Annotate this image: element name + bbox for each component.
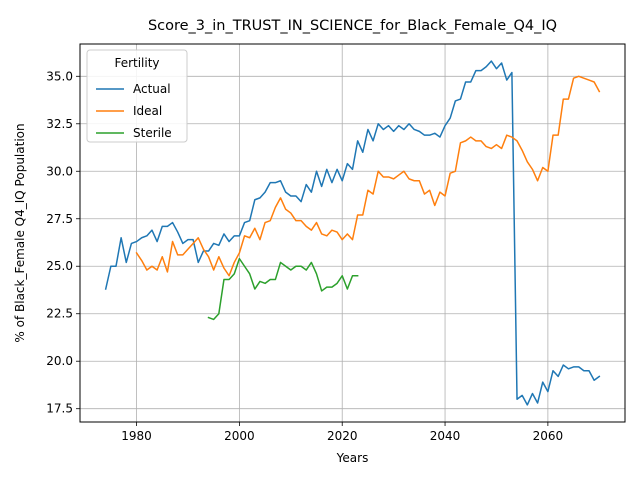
y-tick-label: 17.5 [46,402,73,416]
series-lines [104,60,601,406]
plot-frame [79,43,626,423]
y-tick-label: 22.5 [46,307,73,321]
legend-title: Fertility [114,56,159,70]
legend: Fertility Actual Ideal Sterile [86,49,188,143]
x-tick-label: 2020 [327,429,358,443]
series-line-sterile [207,257,359,321]
series-line-ideal [135,75,601,277]
series-line-actual [104,60,601,406]
legend-label-sterile: Sterile [133,126,172,140]
y-tick-label: 30.0 [46,164,73,178]
y-tick-label: 35.0 [46,69,73,83]
legend-label-actual: Actual [133,82,171,96]
x-axis-title: Years [336,451,369,465]
chart-title: Score_3_in_TRUST_IN_SCIENCE_for_Black_Fe… [148,18,557,34]
y-tick-label: 20.0 [46,354,73,368]
y-tick-label: 27.5 [46,212,73,226]
x-tick-label: 2000 [224,429,255,443]
y-axis-title: % of Black_Female Q4_IQ Population [13,123,27,342]
grid-lines [80,44,625,422]
legend-box [86,49,188,143]
x-tick-label: 2060 [533,429,564,443]
axis-ticks: 1980 2000 2020 2040 2060 17.5 20.0 22.5 25.0 27.5… [46,69,563,443]
legend-label-ideal: Ideal [133,104,162,118]
y-tick-label: 25.0 [46,259,73,273]
y-tick-label: 32.5 [46,117,73,131]
x-tick-label: 1980 [121,429,152,443]
x-tick-label: 2040 [430,429,461,443]
